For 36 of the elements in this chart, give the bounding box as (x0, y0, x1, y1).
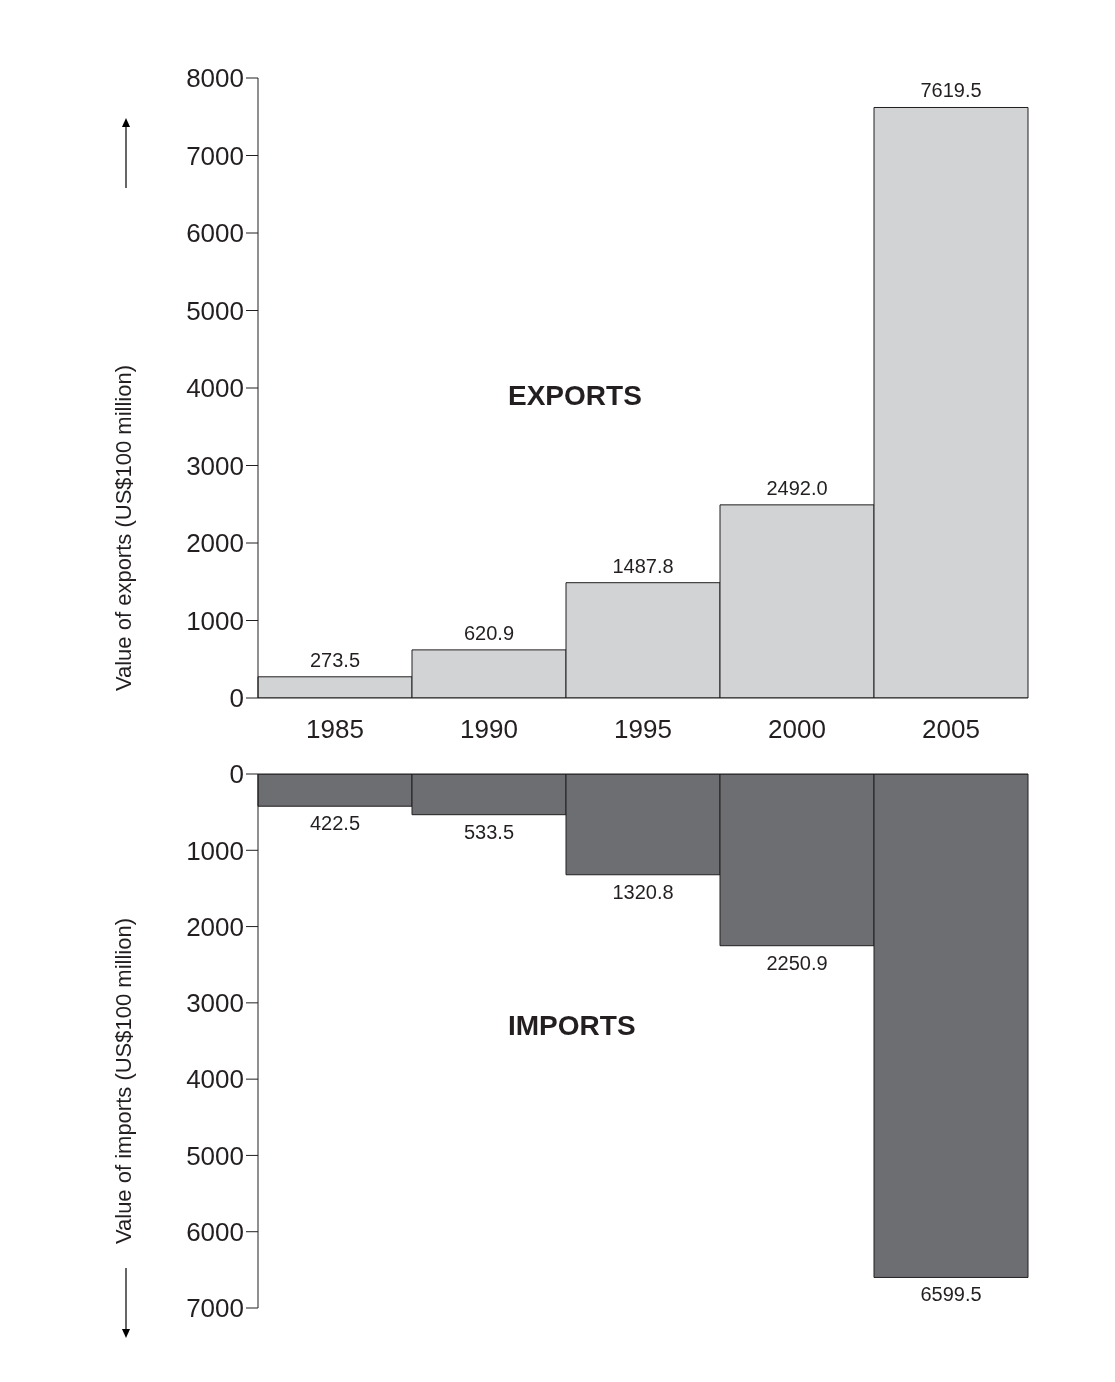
y-tick-label: 2000 (186, 911, 244, 942)
annotation: IMPORTS (508, 1010, 636, 1042)
y-tick-label: 4000 (186, 1064, 244, 1095)
data-label: 2250.9 (766, 951, 828, 974)
y-tick-label: 0 (229, 683, 244, 714)
data-label: 1487.8 (612, 554, 674, 577)
data-label: 620.9 (463, 621, 515, 644)
y-tick-label: 0 (229, 759, 244, 790)
y-tick-label: 2000 (186, 528, 244, 559)
y-axis-title: Value of exports (US$100 million) (110, 364, 136, 692)
y-tick-label: 6000 (186, 218, 244, 249)
x-tick-label: 1990 (460, 714, 518, 745)
y-tick-label: 7000 (186, 1293, 244, 1324)
data-label: 1320.8 (612, 880, 674, 903)
y-tick-label: 5000 (186, 295, 244, 326)
x-tick-label: 1985 (306, 714, 364, 745)
y-tick-label: 1000 (186, 605, 244, 636)
y-tick-label: 3000 (186, 988, 244, 1019)
data-label: 533.5 (463, 820, 515, 843)
data-label: 422.5 (309, 812, 361, 835)
y-tick-label: 1000 (186, 835, 244, 866)
y-tick-label: 4000 (186, 373, 244, 404)
y-tick-label: 7000 (186, 140, 244, 171)
data-label: 7619.5 (920, 79, 982, 102)
data-label: 6599.5 (920, 1283, 982, 1306)
annotation: EXPORTS (508, 380, 642, 412)
data-label: 2492.0 (766, 476, 828, 499)
x-tick-label: 2005 (922, 714, 980, 745)
x-tick-label: 2000 (768, 714, 826, 745)
y-axis-title: Value of imports (US$100 million) (110, 917, 136, 1245)
data-label: 273.5 (309, 648, 361, 671)
y-tick-label: 5000 (186, 1140, 244, 1171)
x-tick-label: 1995 (614, 714, 672, 745)
y-tick-label: 8000 (186, 63, 244, 94)
y-tick-label: 6000 (186, 1216, 244, 1247)
y-tick-label: 3000 (186, 450, 244, 481)
